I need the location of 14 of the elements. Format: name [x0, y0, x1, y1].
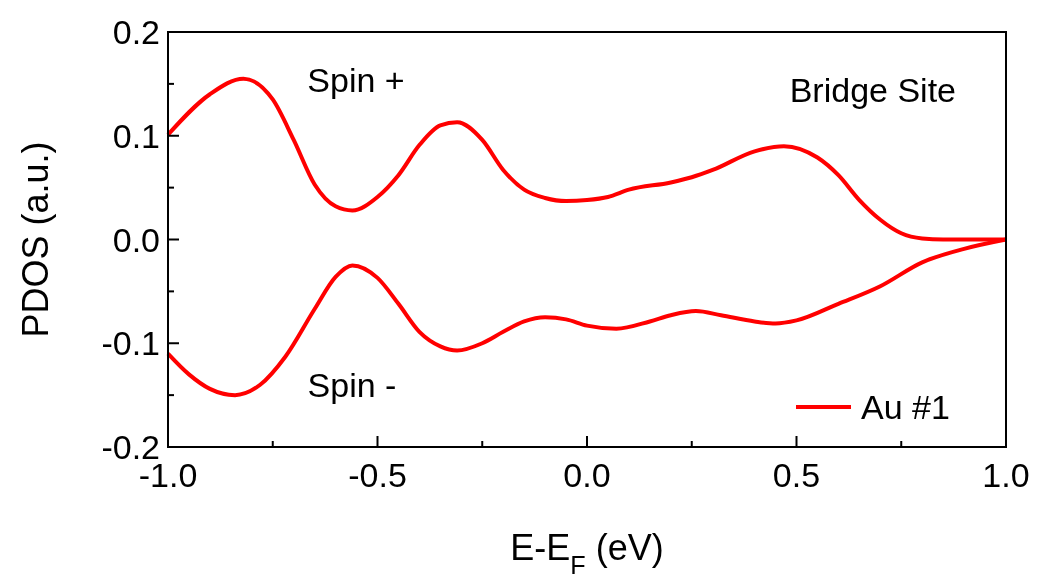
annotation: Spin -: [307, 366, 397, 404]
y-tick-label: -0.1: [101, 324, 160, 363]
legend-label: Au #1: [861, 388, 950, 426]
y-tick-label: 0.1: [112, 116, 160, 155]
annotation: Spin +: [307, 61, 405, 99]
y-axis-title: PDOS (a.u.): [15, 141, 56, 338]
y-tick-label: 0.0: [112, 220, 160, 259]
y-tick-label: 0.2: [112, 13, 160, 51]
x-tick-label: 1.0: [982, 456, 1030, 494]
x-tick-label: -0.5: [348, 456, 407, 494]
x-tick-label: 0.0: [563, 456, 611, 494]
annotation: Bridge Site: [789, 71, 956, 109]
x-axis-title: E-E$_{F}$ (eV): [510, 527, 664, 578]
x-tick-label: 0.5: [772, 456, 821, 494]
